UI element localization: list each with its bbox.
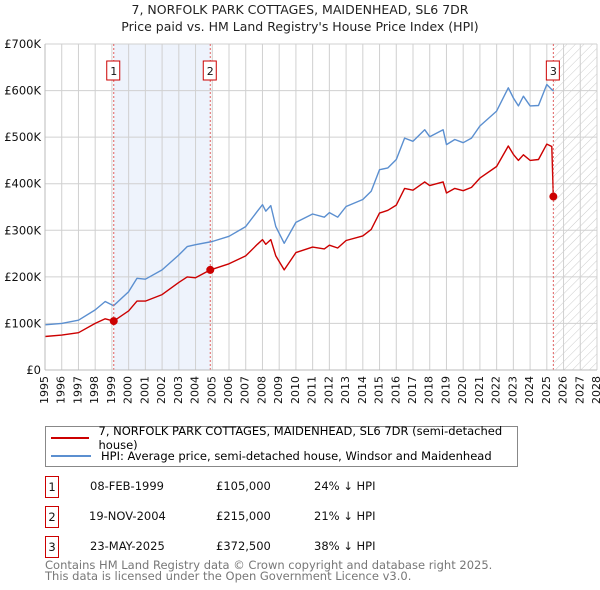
x-tick-label: 2016: [389, 376, 402, 404]
x-tick-label: 2013: [339, 376, 352, 404]
legend-label: HPI: Average price, semi-detached house,…: [101, 449, 492, 463]
hpi-line: [44, 83, 554, 326]
sale-date: 08-FEB-1999: [90, 479, 164, 493]
future-hatch: [553, 44, 597, 370]
x-tick-label: 2025: [540, 376, 553, 404]
footer-line: Contains HM Land Registry data © Crown c…: [45, 558, 493, 572]
y-tick-label: £0: [26, 363, 41, 377]
sale-hpi-diff: 38% ↓ HPI: [314, 539, 376, 553]
x-tick-label: 2027: [573, 376, 586, 404]
x-tick-label: 2018: [423, 376, 436, 404]
sale-point: [206, 265, 215, 274]
y-tick-label: £100K: [4, 316, 41, 330]
x-tick-label: 2008: [255, 376, 268, 404]
chart-subtitle: Price paid vs. HM Land Registry's House …: [121, 19, 479, 34]
sale-marker-label: 1: [110, 65, 117, 78]
x-tick-label: 2021: [473, 376, 486, 404]
x-tick-label: 2009: [272, 376, 285, 404]
sale-point: [109, 317, 118, 326]
sale-price: £105,000: [216, 479, 271, 493]
x-tick-label: 2000: [122, 376, 135, 404]
sale-badge: 3: [45, 536, 59, 558]
x-tick-label: 2028: [590, 376, 600, 404]
property-price-line: [44, 143, 554, 338]
x-tick-label: 2003: [172, 376, 185, 404]
x-tick-label: 2017: [406, 376, 419, 404]
legend-swatch-blue: [51, 455, 91, 457]
sale-marker-box: [202, 60, 217, 81]
sale-marker-box: [545, 60, 560, 81]
footer-line: This data is licensed under the Open Gov…: [45, 569, 412, 583]
x-tick-label: 2006: [222, 376, 235, 404]
x-tick-label: 1997: [71, 376, 84, 404]
x-tick-label: 2010: [289, 376, 302, 404]
sale-badge: 2: [45, 506, 59, 528]
sale-hpi-diff: 24% ↓ HPI: [314, 479, 376, 493]
chart-legend: 7, NORFOLK PARK COTTAGES, MAIDENHEAD, SL…: [45, 424, 518, 467]
sale-price: £215,000: [216, 509, 271, 523]
x-tick-label: 2007: [239, 376, 252, 404]
legend-item-property: 7, NORFOLK PARK COTTAGES, MAIDENHEAD, SL…: [51, 424, 517, 452]
sale-price: £372,500: [216, 539, 271, 553]
x-tick-label: 2011: [306, 376, 319, 404]
x-tick-label: 2023: [506, 376, 519, 404]
legend-label: 7, NORFOLK PARK COTTAGES, MAIDENHEAD, SL…: [98, 424, 503, 452]
sale-date: 23-MAY-2025: [90, 539, 165, 553]
sale-hpi-diff: 21% ↓ HPI: [314, 509, 376, 523]
x-tick-label: 2004: [189, 376, 202, 404]
y-tick-label: £600K: [4, 84, 41, 98]
chart-title: 7, NORFOLK PARK COTTAGES, MAIDENHEAD, SL…: [131, 2, 469, 17]
x-tick-label: 1996: [55, 376, 68, 404]
x-tick-label: 2026: [557, 376, 570, 404]
sale-badge: 1: [45, 476, 59, 498]
footer: Contains HM Land Registry data © Crown c…: [45, 558, 493, 583]
x-tick-label: 2022: [490, 376, 503, 404]
sale-marker-label: 3: [550, 65, 557, 78]
x-tick-label: 1999: [105, 376, 118, 404]
sale-date: 19-NOV-2004: [89, 509, 166, 523]
y-tick-label: £500K: [4, 130, 41, 144]
x-tick-label: 2019: [439, 376, 452, 404]
legend-swatch-red: [51, 437, 89, 439]
sale-point: [549, 192, 558, 201]
x-tick-label: 2005: [205, 376, 218, 404]
x-tick-label: 1998: [88, 376, 101, 404]
y-tick-label: £700K: [4, 37, 41, 51]
x-tick-label: 2012: [322, 376, 335, 404]
y-tick-label: £400K: [4, 177, 41, 191]
x-tick-label: 2015: [373, 376, 386, 404]
y-tick-label: £200K: [4, 270, 41, 284]
y-tick-label: £300K: [4, 223, 41, 237]
legend-item-hpi: HPI: Average price, semi-detached house,…: [51, 448, 492, 464]
sale-marker-box: [106, 60, 121, 81]
x-tick-label: 2014: [356, 376, 369, 404]
x-tick-label: 2002: [155, 376, 168, 404]
x-tick-label: 2024: [523, 376, 536, 404]
sale-marker-label: 2: [207, 65, 214, 78]
x-tick-label: 1995: [38, 376, 51, 404]
x-tick-label: 2001: [138, 376, 151, 404]
x-tick-label: 2020: [456, 376, 469, 404]
